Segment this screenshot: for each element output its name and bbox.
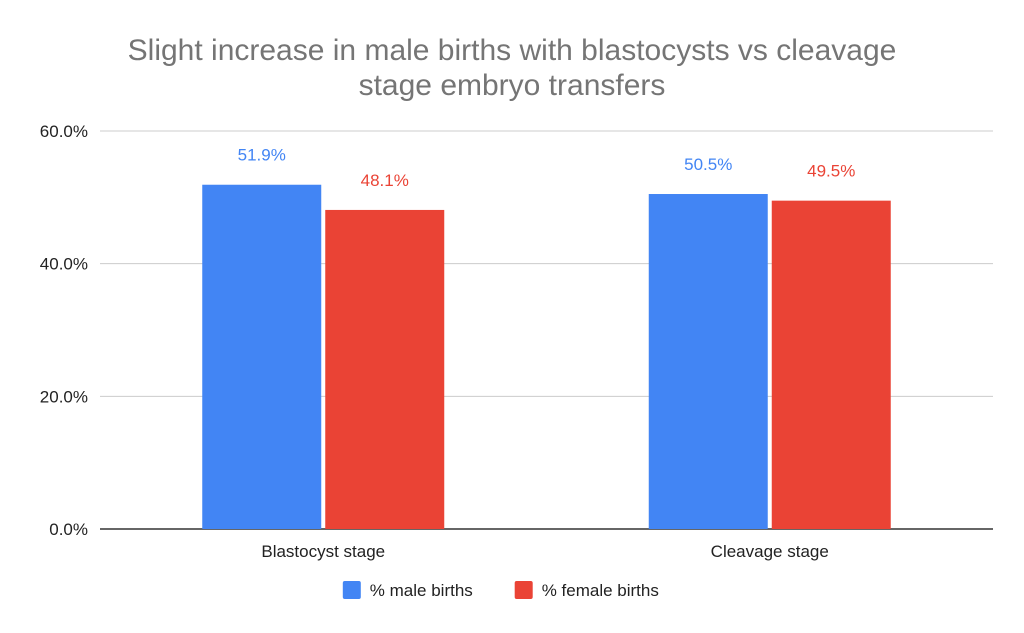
data-label: 51.9%: [238, 146, 286, 165]
legend-label: % male births: [370, 581, 473, 600]
x-category-label: Blastocyst stage: [261, 542, 385, 561]
chart-title-line-1: Slight increase in male births with blas…: [128, 34, 897, 67]
legend: % male births % female births: [342, 581, 659, 600]
legend-swatch: [342, 581, 361, 599]
data-labels: 51.9% 48.1% 50.5% 49.5%: [238, 146, 856, 190]
data-label: 50.5%: [684, 155, 732, 174]
bar: [325, 209, 445, 530]
legend-swatch: [514, 581, 533, 599]
y-tick-label: 20.0%: [40, 387, 88, 406]
chart-title-line-2: stage embryo transfers: [359, 69, 666, 102]
bar: [202, 184, 322, 530]
legend-label: % female births: [542, 581, 659, 600]
y-tick-label: 60.0%: [40, 122, 88, 141]
bar: [771, 200, 891, 529]
x-category-label: Cleavage stage: [711, 542, 829, 561]
data-label: 48.1%: [361, 171, 409, 190]
y-tick-label: 0.0%: [49, 520, 88, 539]
x-axis-categories: Blastocyst stage Cleavage stage: [261, 542, 828, 561]
y-axis-ticks: 0.0% 20.0% 40.0% 60.0%: [40, 122, 88, 539]
data-label: 49.5%: [807, 162, 855, 181]
bars: [202, 184, 891, 530]
y-tick-label: 40.0%: [40, 255, 88, 274]
bar: [648, 194, 768, 529]
